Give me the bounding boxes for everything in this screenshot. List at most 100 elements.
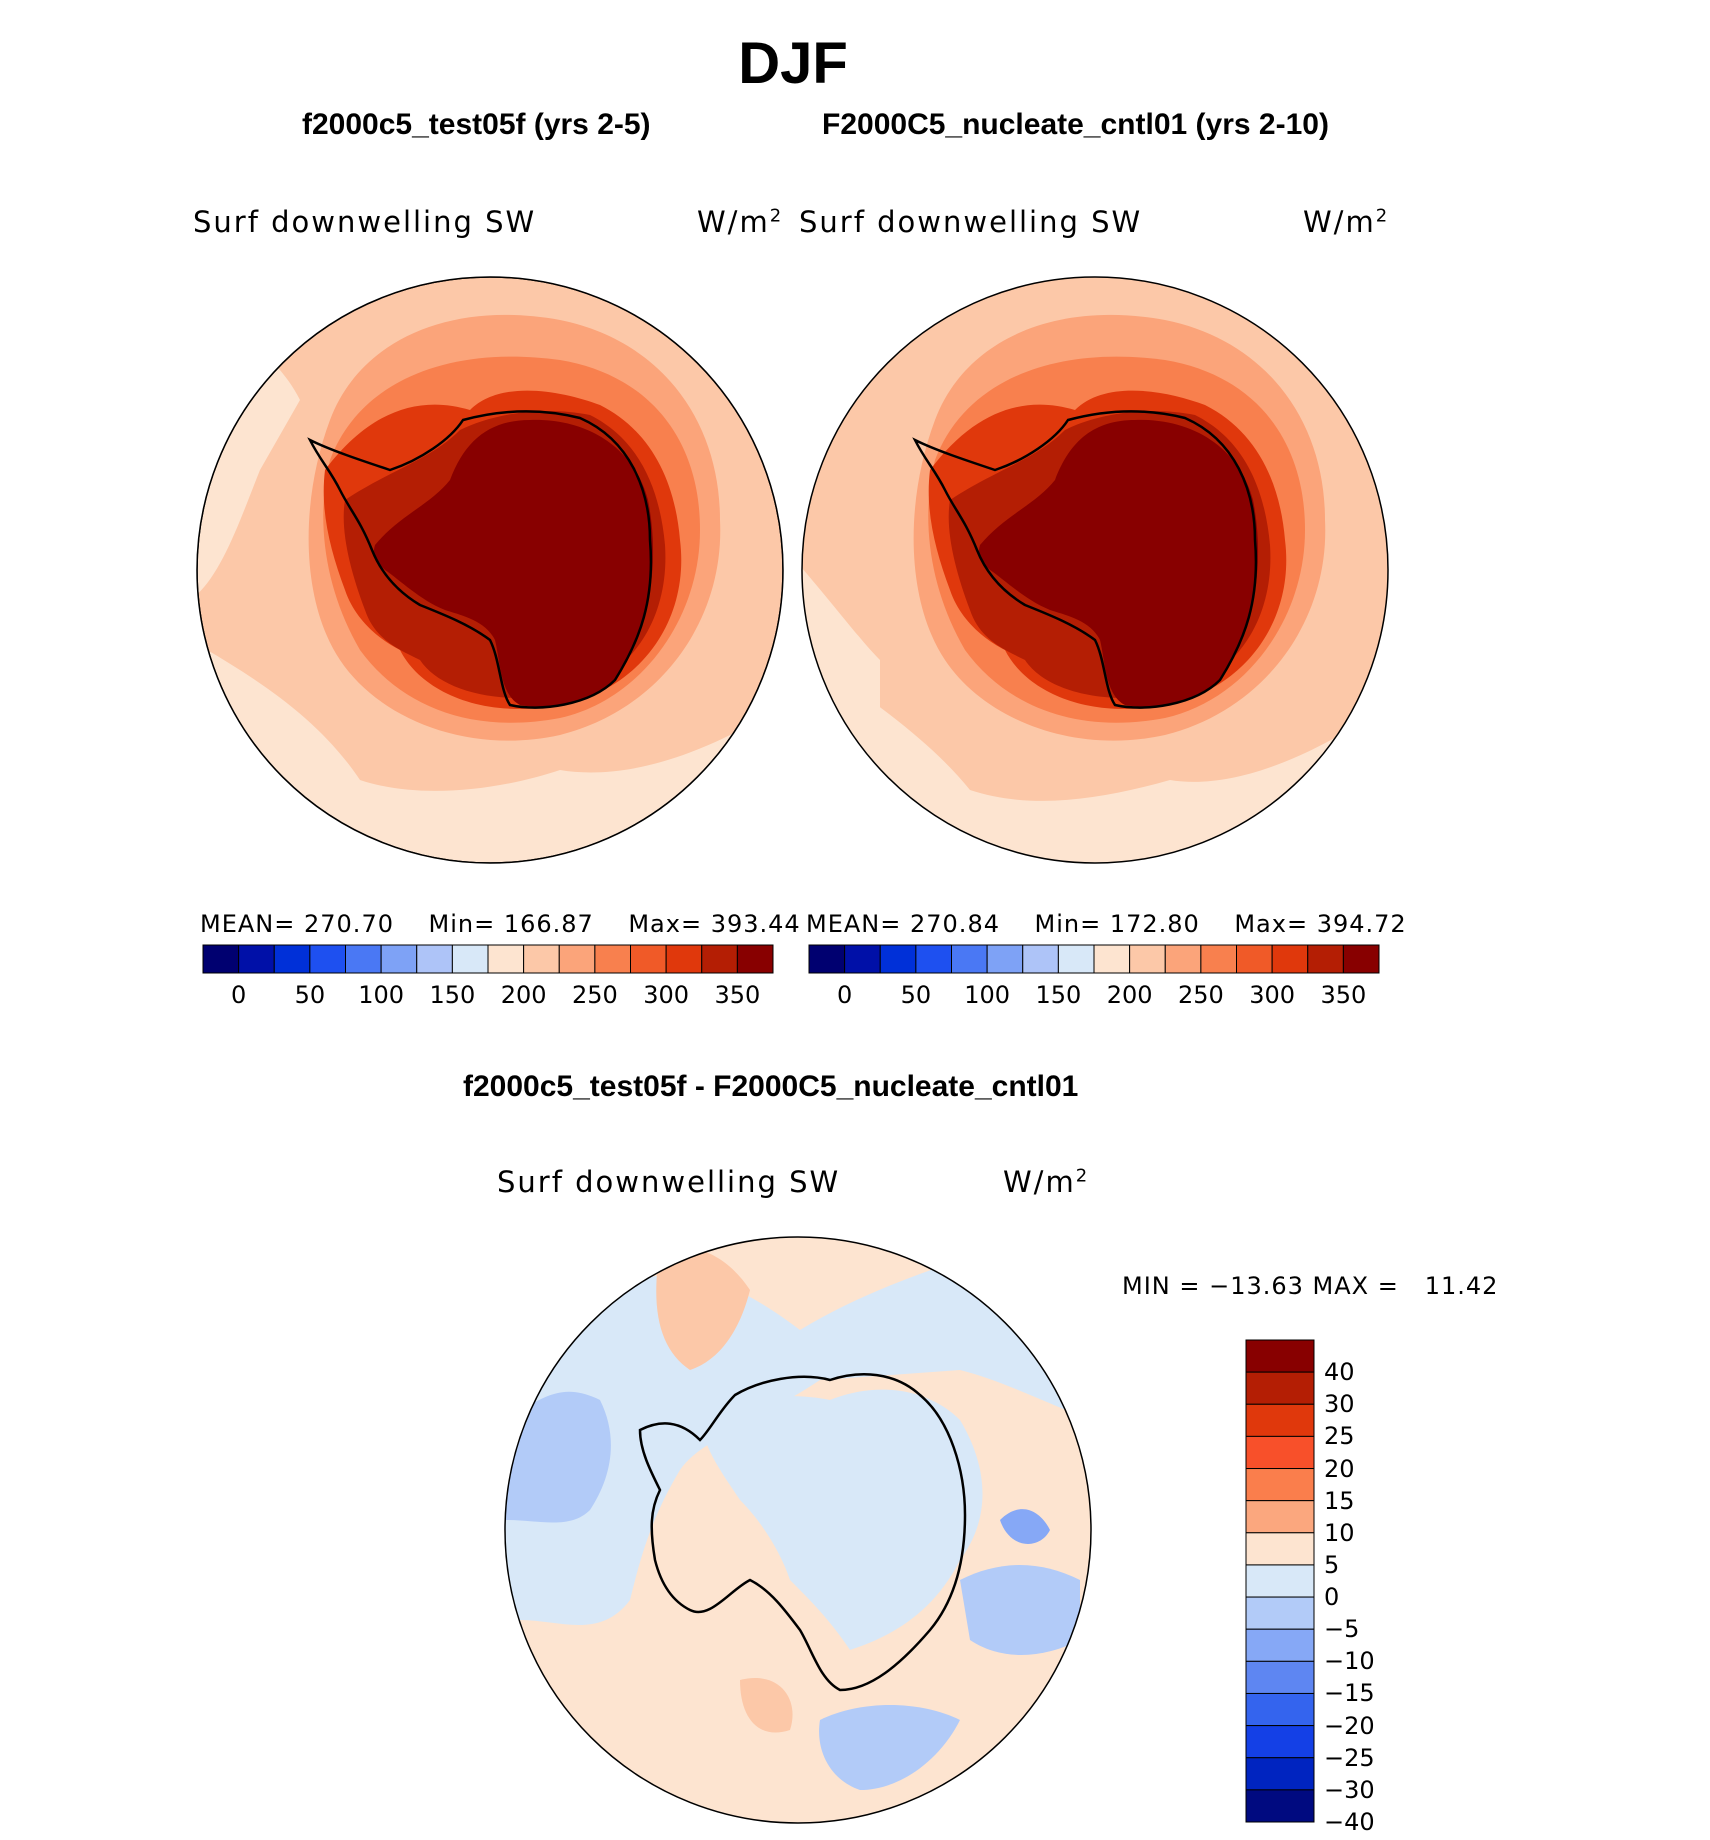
panel-1-colorbar-tick-label: 350 [714,981,761,1009]
difference-colorbar-tick-label: 40 [1324,1358,1355,1387]
difference-colorbar [1245,1339,1315,1823]
difference-negative-3 [1000,1509,1050,1544]
difference-colorbar-tick-label: 20 [1324,1454,1355,1483]
difference-negative-2-b [960,1565,1080,1655]
panel-2-colorbar-tick-label: 100 [964,981,1011,1009]
panel-2-colorbar-cell [1271,944,1309,974]
difference-map-border [504,1236,1092,1824]
difference-colorbar-tick-label: 10 [1324,1518,1355,1547]
panel-2-field-label: Surf downwelling SW [799,205,1143,239]
panel-1-max-value: 393.44 [710,910,801,938]
panel-1-colorbar-cell [594,944,631,974]
difference-colorbar-cell [1245,1564,1315,1598]
panel-2-outer-band [802,650,1388,863]
panel-1-map-border [196,276,784,864]
difference-colorbar-tick-label: −30 [1324,1775,1375,1804]
panel-1-coastline [307,410,653,709]
difference-colorbar-cell [1245,1371,1315,1405]
difference-colorbar-cell [1245,1757,1315,1791]
difference-title: f2000c5_test05f - F2000C5_nucleate_cntl0… [463,1070,1079,1103]
panel-1-colorbar-cell [736,944,774,974]
panel-1-colorbar-cell [238,944,275,974]
panel-1-colorbar-tick-label: 250 [571,981,618,1009]
panel-2-map-border [801,276,1389,864]
difference-colorbar-cell [1245,1692,1315,1727]
difference-colorbar-cell [1245,1596,1315,1630]
panel-2-interior [978,419,1259,707]
difference-colorbar-tick-label: 30 [1324,1390,1355,1419]
difference-negative-west [505,1260,1090,1625]
panel-1-colorbar-cell [451,944,489,974]
panel-2-stats: MEAN= 270.84 Min= 172.80 Max= 394.72 [806,910,1407,938]
difference-colorbar-tick-label: −25 [1324,1743,1375,1772]
season-title: DJF [738,31,848,96]
panel-1-colorbar-tick-label: 0 [230,981,247,1009]
panel-2-colorbar-cell [1200,944,1237,974]
panel-1-mean-value: 270.70 [304,910,394,938]
panel-1-colorbar-cell [416,944,453,974]
panel-1-colorbar [202,944,774,974]
panel-2-case-title: F2000C5_nucleate_cntl01 (yrs 2-10) [822,108,1329,141]
panel-2-map [802,277,1388,863]
panel-2-colorbar-cell [1022,944,1059,974]
panel-2-units: W/m2 [1303,205,1390,239]
difference-colorbar-cell [1245,1628,1315,1662]
panel-2-colorbar-cell [1342,944,1380,974]
difference-colorbar-tick-label: 0 [1324,1583,1340,1612]
panel-2-colorbar-cell [1093,944,1131,974]
panel-1-colorbar-cell [558,944,596,974]
panel-1-map [197,277,783,863]
panel-2-colorbar-cell [951,944,988,974]
panel-1-colorbar-tick-label: 100 [358,981,405,1009]
difference-colorbar-cell [1245,1500,1315,1534]
panel-1-case-title: f2000c5_test05f (yrs 2-5) [302,108,651,141]
difference-colorbar-cell [1245,1725,1315,1759]
panel-1-units: W/m2 [697,205,784,239]
panel-1-outer-band [197,640,783,863]
panel-1-colorbar-tick-label: 150 [429,981,476,1009]
difference-negative-east-antarctica [700,1389,983,1650]
difference-colorbar-cell [1245,1789,1315,1823]
panel-1-colorbar-cell [630,944,667,974]
panel-1-colorbar-tick-label: 200 [500,981,547,1009]
difference-negative-2-c [819,1705,960,1790]
panel-1-colorbar-cell [487,944,525,974]
panel-1-colorbar-cell [202,944,240,974]
difference-coastline [638,1373,967,1692]
panel-2-colorbar [808,944,1380,974]
difference-colorbar-tick-label: −40 [1324,1808,1375,1836]
panel-2-colorbar-cell [808,944,846,974]
difference-colorbar-cell [1245,1660,1315,1694]
panel-2-colorbar-cell [1057,944,1095,974]
panel-2-colorbar-cell [1129,944,1166,974]
panel-2-colorbar-tick-label: 350 [1320,981,1367,1009]
panel-2-colorbar-tick-label: 50 [900,981,932,1009]
panel-2-colorbar-cell [879,944,917,974]
panel-2-colorbar-cell [915,944,952,974]
panel-2-max-value: 394.72 [1316,910,1407,938]
difference-positive-b [740,1678,793,1733]
panel-2-colorbar-tick-label: 0 [836,981,853,1009]
difference-positive-a [656,1247,750,1370]
difference-field-label: Surf downwelling SW [497,1165,841,1199]
panel-1-stats: MEAN= 270.70 Min= 166.87 Max= 393.44 [200,910,801,938]
difference-colorbar-tick-label: −10 [1324,1647,1375,1676]
difference-colorbar-tick-label: 25 [1324,1422,1355,1451]
panel-2-colorbar-cell [1236,944,1273,974]
panel-1-colorbar-cell [380,944,418,974]
difference-colorbar-tick-label: 15 [1324,1486,1355,1515]
panel-1-min-value: 166.87 [503,910,594,938]
panel-2-colorbar-tick-label: 150 [1035,981,1082,1009]
panel-1-colorbar-tick-label: 300 [643,981,690,1009]
difference-colorbar-tick-label: 5 [1324,1550,1340,1579]
panel-2-colorbar-cell [1307,944,1344,974]
panel-2-colorbar-cell [1164,944,1202,974]
panel-1-colorbar-cell [665,944,703,974]
difference-colorbar-cell [1245,1339,1315,1373]
difference-colorbar-cell [1245,1435,1315,1470]
panel-2-coastline [912,410,1258,709]
panel-1-field-label: Surf downwelling SW [193,205,537,239]
difference-map [505,1237,1091,1823]
panel-1-colorbar-tick-label: 50 [294,981,326,1009]
